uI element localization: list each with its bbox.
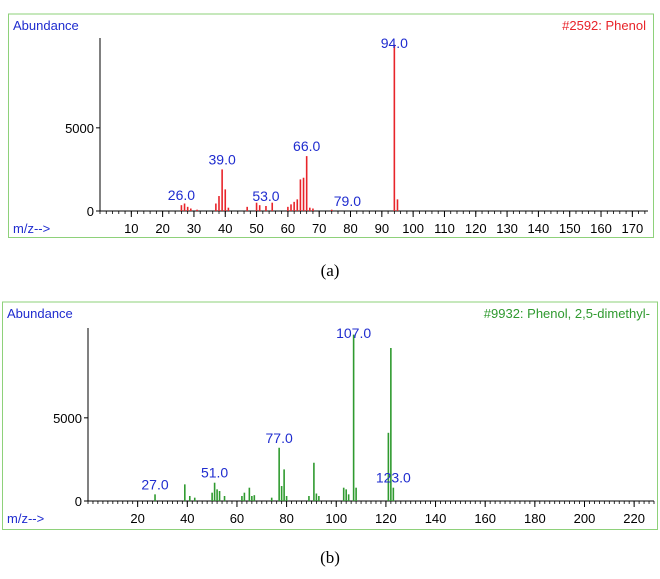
peak-label: 26.0 [168, 187, 195, 203]
x-tick-label: 200 [574, 511, 596, 526]
x-tick-label: 150 [559, 221, 581, 236]
peak-label: 77.0 [266, 430, 293, 446]
spectrum-panel-a: Abundance #2592: Phenol 5000 0 10 20 30 40 50 60 7… [8, 0, 654, 238]
x-tick-label: 90 [375, 221, 389, 236]
x-tick-label: 160 [590, 221, 612, 236]
caption-b: (b) [320, 548, 340, 567]
x-tick-label: 40 [180, 511, 194, 526]
x-tick-label: 20 [130, 511, 144, 526]
peak-label: 79.0 [334, 193, 361, 209]
x-tick-label: 70 [312, 221, 326, 236]
spectrum-chart-a: Abundance #2592: Phenol 5000 0 10 20 30 40 50 60 7… [8, 0, 654, 238]
x-axis-label: m/z--> [13, 221, 50, 236]
y-axis-label: Abundance [7, 306, 73, 321]
caption-a: (a) [320, 261, 340, 280]
x-tick-label: 100 [325, 511, 347, 526]
y-tick-label: 5000 [65, 121, 94, 136]
x-tick-label: 30 [187, 221, 201, 236]
x-tick-label: 120 [465, 221, 487, 236]
x-tick-label: 220 [623, 511, 645, 526]
x-tick-label: 160 [474, 511, 496, 526]
x-tick-label: 60 [230, 511, 244, 526]
peak-label: 107.0 [336, 325, 371, 341]
peak-label: 53.0 [252, 188, 279, 204]
peak-label: 123.0 [376, 470, 411, 486]
peak-label: 94.0 [381, 35, 408, 51]
x-tick-label: 60 [281, 221, 295, 236]
x-tick-label: 10 [124, 221, 138, 236]
header-strip [2, 288, 658, 302]
y-tick-label: 0 [87, 204, 94, 219]
spectrum-title: #9932: Phenol, 2,5-dimethyl- [484, 306, 650, 321]
x-tick-label: 120 [375, 511, 397, 526]
x-tick-label: 140 [528, 221, 550, 236]
x-tick-label: 40 [218, 221, 232, 236]
spectrum-title: #2592: Phenol [562, 18, 646, 33]
x-tick-label: 80 [279, 511, 293, 526]
x-tick-label: 140 [425, 511, 447, 526]
peak-label: 27.0 [141, 476, 168, 492]
peak-label: 51.0 [201, 465, 228, 481]
x-axis-label: m/z--> [7, 511, 44, 526]
x-tick-label: 20 [155, 221, 169, 236]
x-tick-label: 100 [402, 221, 424, 236]
x-tick-label: 50 [249, 221, 263, 236]
x-tick-label: 130 [496, 221, 518, 236]
x-tick-label: 180 [524, 511, 546, 526]
y-tick-label: 5000 [53, 411, 82, 426]
x-tick-label: 80 [343, 221, 357, 236]
x-tick-label: 110 [434, 221, 455, 236]
peak-label: 39.0 [209, 151, 236, 167]
x-tick-label: 170 [621, 221, 643, 236]
spectrum-panel-b: Abundance #9932: Phenol, 2,5-dimethyl- 500… [2, 288, 658, 530]
peak-label: 66.0 [293, 138, 320, 154]
header-strip [8, 0, 654, 14]
spectrum-chart-b: Abundance #9932: Phenol, 2,5-dimethyl- 500… [2, 288, 658, 530]
y-tick-label: 0 [75, 494, 82, 509]
y-axis-label: Abundance [13, 18, 79, 33]
